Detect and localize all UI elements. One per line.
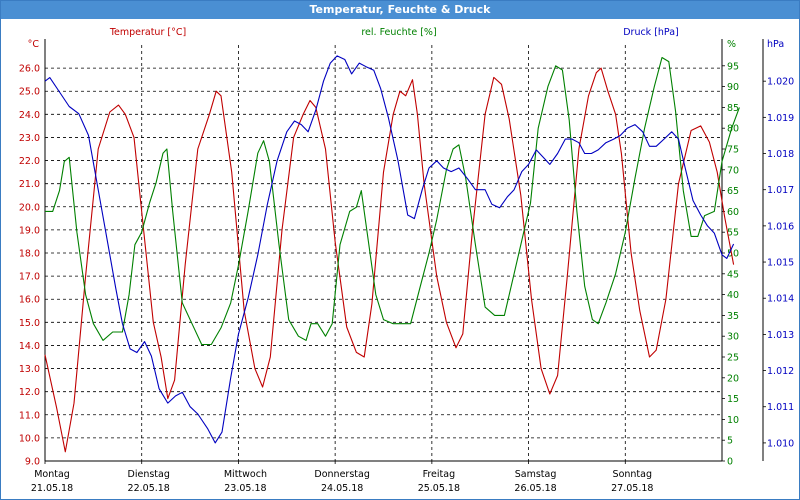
- x-tick-label-day: Mittwoch: [224, 469, 267, 480]
- x-tick-label-day: Donnerstag: [314, 469, 369, 480]
- y-tick-label-pressure: 1.015: [767, 258, 794, 269]
- y-tick-label-temperature: 25.0: [19, 87, 40, 98]
- y-tick-label-humidity: 45: [727, 269, 739, 280]
- chart-canvas: 9.0 10.0 11.0 12.0 13.0 14.0 15.0 16.0 17.0 18.0 1…: [19, 27, 794, 494]
- y-tick-label-humidity: 85: [727, 103, 739, 114]
- y-tick-label-temperature: 19.0: [19, 225, 40, 236]
- legend-label: Druck [hPa]: [623, 27, 679, 38]
- y-tick-label-temperature: 13.0: [19, 364, 40, 375]
- x-tick-label-date: 22.05.18: [128, 483, 170, 494]
- y-tick-label-temperature: 20.0: [19, 202, 40, 213]
- x-tick-label-date: 27.05.18: [611, 483, 653, 494]
- x-tick-label-day: Montag: [34, 469, 70, 480]
- y-tick-label-temperature: 17.0: [19, 272, 40, 283]
- y-axis-unit-pressure: hPa: [767, 39, 784, 50]
- y-tick-label-temperature: 12.0: [19, 387, 40, 398]
- series-line-temperature: [44, 67, 735, 453]
- y-tick-label-humidity: 70: [727, 165, 739, 176]
- y-tick-label-humidity: 90: [727, 82, 739, 93]
- y-tick-label-temperature: 23.0: [19, 133, 40, 144]
- y-tick-label-temperature: 10.0: [19, 433, 40, 444]
- x-tick-label-day: Dienstag: [128, 469, 170, 480]
- y-tick-label-pressure: 1.019: [767, 113, 794, 124]
- y-axis-unit-humidity: %: [727, 39, 736, 50]
- legend-label: rel. Feuchte [%]: [361, 27, 436, 38]
- y-tick-label-temperature: 26.0: [19, 64, 40, 75]
- y-tick-label-humidity: 65: [727, 186, 739, 197]
- y-tick-label-humidity: 0: [727, 457, 733, 468]
- y-tick-label-temperature: 22.0: [19, 156, 40, 167]
- y-tick-label-humidity: 35: [727, 311, 739, 322]
- y-tick-label-pressure: 1.013: [767, 330, 794, 341]
- x-tick-label-day: Freitag: [423, 469, 456, 480]
- x-tick-label-day: Sonntag: [613, 469, 652, 480]
- y-tick-label-pressure: 1.011: [767, 402, 794, 413]
- y-tick-label-temperature: 18.0: [19, 249, 40, 260]
- series-line-pressure: [44, 55, 735, 444]
- y-tick-label-temperature: 14.0: [19, 341, 40, 352]
- x-tick-label-date: 25.05.18: [418, 483, 460, 494]
- y-tick-label-pressure: 1.012: [767, 366, 794, 377]
- y-tick-label-pressure: 1.018: [767, 149, 794, 160]
- y-tick-label-humidity: 75: [727, 145, 739, 156]
- y-axis-unit-temperature: °C: [28, 39, 40, 50]
- x-tick-label-day: Samstag: [515, 469, 557, 480]
- y-tick-label-humidity: 55: [727, 228, 739, 239]
- y-tick-label-temperature: 21.0: [19, 179, 40, 190]
- x-tick-label-date: 23.05.18: [224, 483, 266, 494]
- window-title: Temperatur, Feuchte & Druck: [1, 1, 799, 19]
- x-tick-label-date: 26.05.18: [514, 483, 556, 494]
- y-tick-label-pressure: 1.017: [767, 185, 794, 196]
- x-tick-label-date: 21.05.18: [31, 483, 73, 494]
- y-tick-label-pressure: 1.020: [767, 77, 794, 88]
- y-tick-label-humidity: 30: [727, 332, 739, 343]
- y-tick-label-temperature: 15.0: [19, 318, 40, 329]
- y-tick-label-humidity: 60: [727, 207, 739, 218]
- y-tick-label-pressure: 1.014: [767, 294, 794, 305]
- y-tick-label-humidity: 15: [727, 394, 739, 405]
- y-tick-label-humidity: 95: [727, 61, 739, 72]
- y-tick-label-humidity: 25: [727, 353, 739, 364]
- y-tick-label-pressure: 1.010: [767, 438, 794, 449]
- y-tick-label-humidity: 50: [727, 249, 739, 260]
- y-tick-label-humidity: 80: [727, 124, 739, 135]
- y-tick-label-temperature: 9.0: [25, 457, 40, 468]
- y-tick-label-humidity: 20: [727, 373, 739, 384]
- y-tick-label-humidity: 10: [727, 415, 739, 426]
- x-tick-label-date: 24.05.18: [321, 483, 363, 494]
- y-tick-label-temperature: 24.0: [19, 110, 40, 121]
- y-tick-label-temperature: 11.0: [19, 410, 40, 421]
- series-line-humidity: [45, 56, 740, 346]
- legend-label: Temperatur [°C]: [109, 27, 186, 38]
- y-tick-label-pressure: 1.016: [767, 221, 794, 232]
- y-tick-label-humidity: 5: [727, 436, 733, 447]
- y-tick-label-temperature: 16.0: [19, 295, 40, 306]
- y-tick-label-humidity: 40: [727, 290, 739, 301]
